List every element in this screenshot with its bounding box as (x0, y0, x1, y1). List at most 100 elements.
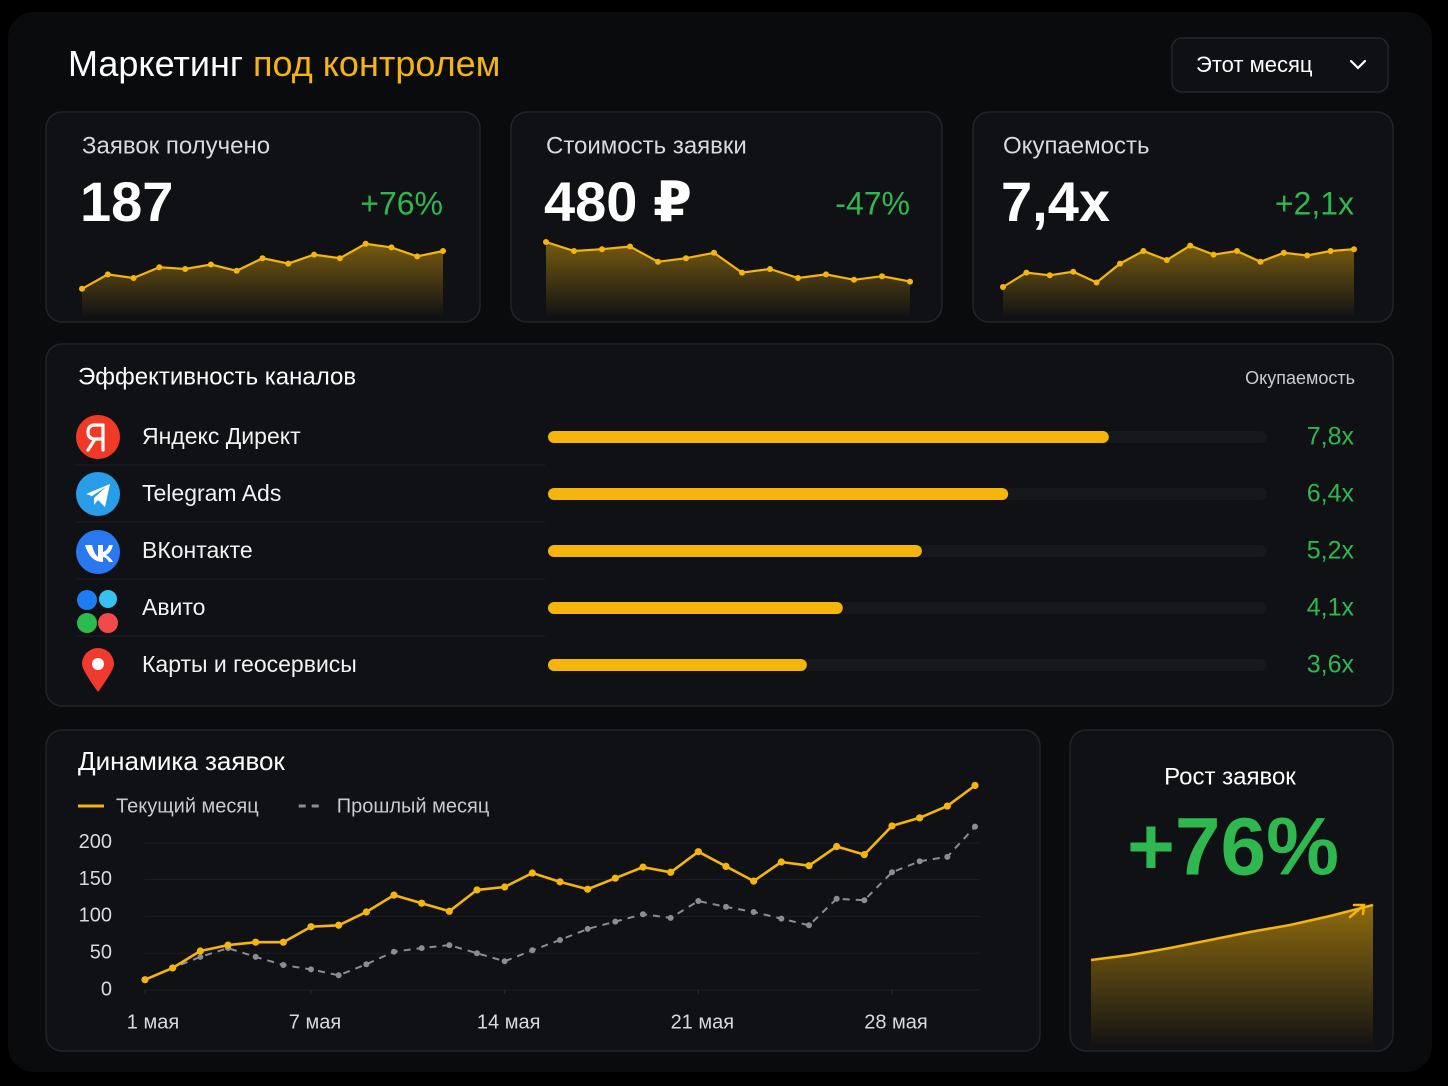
growth-value: +76% (1127, 802, 1339, 893)
growth-area (1091, 905, 1373, 1050)
bar (548, 545, 922, 557)
x-tick-label: 28 мая (864, 1011, 928, 1033)
y-tick-label: 150 (79, 868, 112, 890)
sparkline-point (739, 269, 745, 276)
sparkline-point (543, 239, 549, 245)
sparkline-point (1327, 248, 1334, 254)
sparkline-point (711, 249, 717, 256)
sparkline-point (79, 285, 85, 292)
bar-value: 4,1x (1307, 594, 1355, 622)
sparkline-point (156, 264, 163, 271)
channel-icons (76, 415, 120, 692)
series-point (501, 883, 509, 891)
sparkline-point (1046, 272, 1053, 279)
sparkline (545, 240, 911, 283)
channel-name: Telegram Ads (142, 480, 281, 506)
sparkline-point (1070, 268, 1077, 275)
x-tick-label: 1 мая (127, 1011, 179, 1033)
series-point (695, 897, 702, 904)
series-point (169, 964, 177, 972)
y-tick-label: 200 (79, 831, 112, 853)
sparkline-point (440, 248, 446, 254)
dropdown-label[interactable]: Этот месяц (1196, 52, 1313, 77)
channel-name: Авито (142, 594, 205, 620)
sparkline-point (795, 275, 801, 281)
growth-arrow (1348, 903, 1366, 919)
series-point (833, 895, 840, 902)
series-point (640, 911, 646, 918)
chart-title: Динамика заявок (78, 746, 285, 776)
series-point (474, 950, 480, 957)
icon-avito (77, 590, 97, 610)
column-header: Окупаемость (1245, 368, 1355, 388)
bar-value: 6,4x (1307, 480, 1355, 508)
channel-name: Карты и геосервисы (142, 651, 357, 677)
sparkline-point (1117, 260, 1123, 267)
kpi-value: 187 (80, 170, 173, 233)
x-tick-label: 7 мая (289, 1011, 341, 1033)
sparkline-point (599, 246, 605, 253)
bar-value: 5,2x (1307, 537, 1355, 565)
sparkline-point (851, 276, 857, 283)
series-point (391, 948, 397, 955)
sparkline-point (285, 260, 292, 267)
icon-yandex (76, 415, 120, 459)
dropdown-box[interactable] (1171, 37, 1389, 93)
series-point (252, 953, 259, 960)
x-tick-label: 14 мая (477, 1011, 541, 1033)
channel-name: ВКонтакте (142, 537, 253, 563)
sparkline-point (907, 278, 913, 285)
sparkline-point (571, 248, 577, 254)
icon-vk-glyph (85, 545, 113, 562)
icon-avito (99, 590, 117, 608)
sparkline-point (1304, 252, 1311, 259)
series-point (916, 814, 924, 822)
series-point (308, 966, 314, 973)
bar-value: 3,6x (1307, 651, 1355, 679)
period-dropdown[interactable]: Этот месяц (1171, 37, 1389, 93)
series-point (971, 781, 979, 790)
series-point (667, 868, 675, 876)
sparkline-point (104, 271, 111, 278)
series-point (611, 874, 619, 882)
y-tick-label: 0 (101, 978, 112, 1000)
sparkline-point (1351, 246, 1357, 253)
channels-title: Эффективность каналов (78, 363, 356, 390)
series-point (584, 925, 591, 932)
kpi-value: 7,4x (1001, 170, 1110, 233)
y-tick-label: 100 (79, 905, 112, 927)
series-point (335, 921, 343, 929)
channel-name: Яндекс Директ (142, 423, 301, 449)
icon-avito (98, 613, 118, 633)
series-point (833, 842, 841, 851)
series-point (612, 918, 619, 925)
series-point (944, 853, 951, 860)
sparkline-point (233, 267, 240, 274)
sparkline-area (82, 243, 443, 318)
y-tick-label: 50 (90, 941, 112, 963)
series-point (778, 915, 785, 922)
series-point (694, 848, 702, 856)
kpi-label: Стоимость заявки (546, 132, 747, 159)
kpi-change: +76% (360, 185, 443, 221)
series-point (556, 878, 564, 886)
series-point (307, 923, 315, 931)
x-tick-label: 21 мая (671, 1011, 735, 1033)
series-point (750, 877, 758, 885)
series-point (363, 961, 370, 968)
sparkline-point (1023, 269, 1030, 276)
series-point (445, 907, 453, 915)
series-point (722, 862, 730, 871)
kpi-value: 480 ₽ (544, 170, 692, 233)
series-point (197, 953, 204, 960)
series-point (557, 936, 563, 943)
series-point (501, 958, 508, 965)
icon-yandex-glyph (86, 423, 105, 452)
series-point (750, 909, 757, 916)
series-point (529, 947, 536, 954)
chevron[interactable] (1349, 59, 1367, 70)
icon-maps-dot (92, 658, 104, 670)
legend-label: Прошлый месяц (337, 795, 490, 817)
